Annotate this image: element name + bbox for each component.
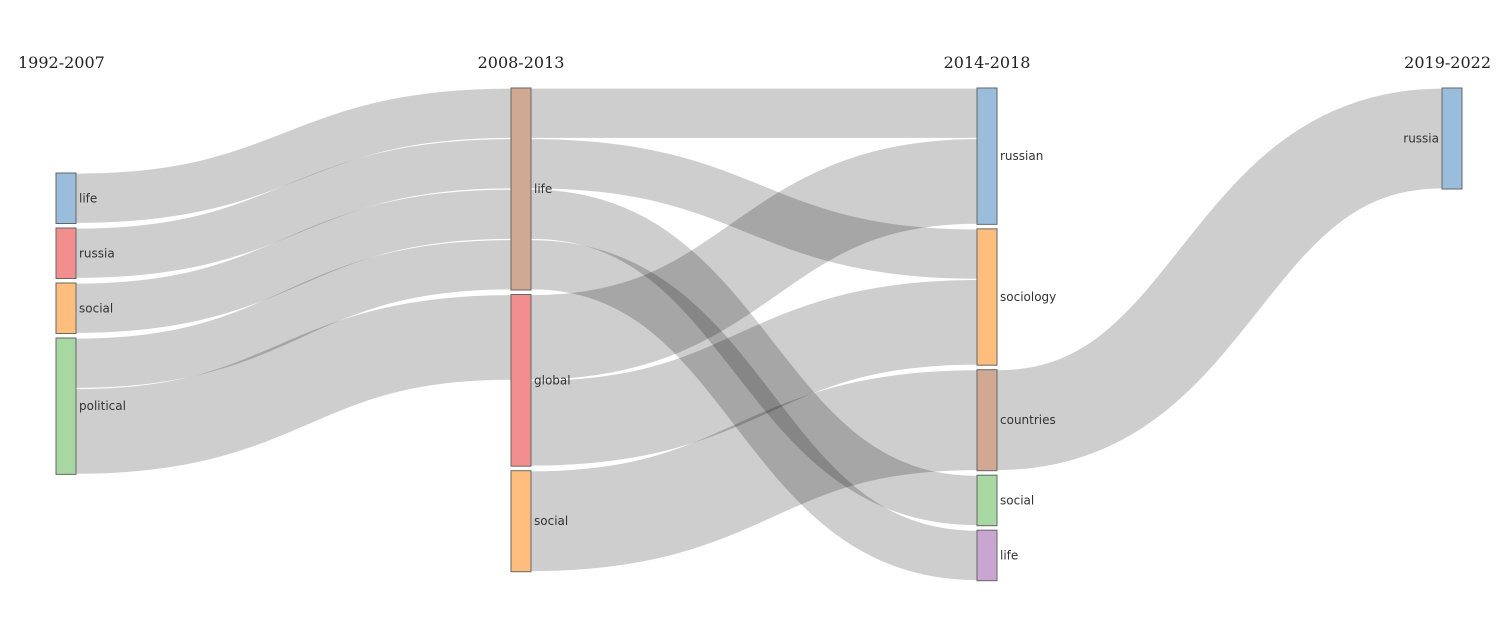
column-titles: 1992-2007 2008-2013 2014-2018 2019-2022	[18, 53, 1491, 72]
node-c1_global	[510, 294, 532, 467]
node-label-c2_social: social	[1000, 493, 1034, 507]
node-label-c2_life: life	[1000, 548, 1018, 562]
node-label-c2_sociology: sociology	[1000, 290, 1056, 304]
node-c0_russia	[55, 227, 77, 279]
node-label-c2_countries: countries	[1000, 413, 1056, 427]
link-c1_global-to-c2_sociology	[530, 279, 978, 466]
link-c0_russia-to-c1_life	[75, 139, 512, 278]
node-c1_life	[510, 87, 532, 291]
node-c2_social	[976, 474, 998, 527]
node-label-c0_social: social	[79, 301, 113, 315]
node-c1_social	[510, 470, 532, 573]
node-label-c0_political: political	[79, 399, 126, 413]
link-c1_global-to-c2_russian	[530, 139, 978, 380]
node-label-c0_russia: russia	[79, 246, 115, 260]
node-c0_life	[55, 172, 77, 224]
link-c0_political-to-c1_life	[75, 240, 512, 388]
column-title-2014-2018: 2014-2018	[944, 53, 1031, 72]
node-label-c1_social: social	[534, 514, 568, 528]
node-label-c3_russia: russia	[1403, 132, 1439, 146]
link-c0_life-to-c1_life	[75, 88, 512, 223]
link-c0_social-to-c1_life	[75, 189, 512, 333]
node-label-c1_global: global	[534, 373, 571, 387]
node-c0_social	[55, 282, 77, 334]
node-c3_russia	[1441, 87, 1463, 190]
node-label-c0_life: life	[79, 191, 97, 205]
node-c2_countries	[976, 369, 998, 472]
column-title-2019-2022: 2019-2022	[1404, 53, 1491, 72]
link-c2_countries-to-c3_russia	[995, 88, 1444, 471]
node-label-c2_russian: russian	[1000, 149, 1043, 163]
nodes-layer: life russia social political life global socia…	[55, 87, 1463, 582]
node-c0_political	[55, 337, 77, 475]
link-c0_political-to-c1_global	[75, 295, 512, 474]
column-title-2008-2013: 2008-2013	[478, 53, 565, 72]
link-c1_social-to-c2_countries	[530, 370, 978, 572]
node-c2_russian	[976, 87, 998, 225]
links-layer	[75, 88, 1444, 581]
node-c2_sociology	[976, 228, 998, 366]
column-title-1992-2007: 1992-2007	[18, 53, 105, 72]
node-c2_life	[976, 529, 998, 582]
node-label-c1_life: life	[534, 182, 552, 196]
